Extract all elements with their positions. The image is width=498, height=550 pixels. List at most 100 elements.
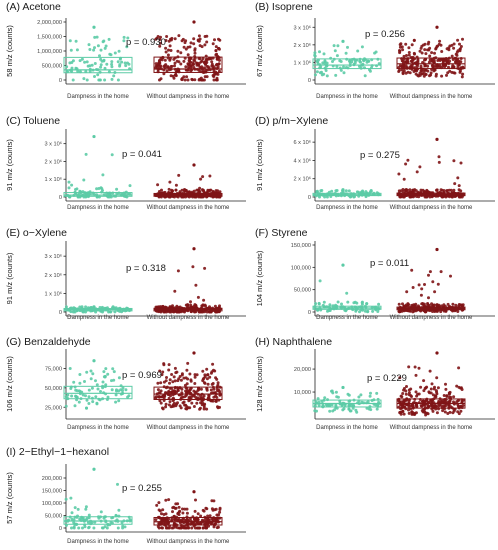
data-point: [77, 400, 81, 404]
data-point: [429, 73, 433, 77]
data-point: [456, 176, 460, 180]
data-point: [359, 60, 362, 64]
data-point: [452, 71, 456, 75]
y-tick-label: 3 x 10⁶: [44, 141, 62, 148]
data-point: [414, 390, 418, 394]
data-point: [397, 302, 401, 306]
y-tick-label: 150,000: [42, 489, 62, 495]
data-point: [318, 50, 321, 54]
data-point: [90, 386, 94, 390]
data-point: [96, 73, 100, 77]
data-point: [171, 510, 174, 514]
data-point: [102, 370, 106, 374]
data-point: [404, 162, 408, 166]
data-point: [189, 57, 192, 61]
data-point: [97, 516, 101, 520]
data-point: [70, 526, 73, 530]
data-point: [93, 75, 96, 78]
data-point: [355, 410, 359, 414]
box-without-dampness: [396, 137, 466, 199]
data-point: [215, 78, 219, 82]
data-point: [209, 388, 213, 392]
data-point: [83, 380, 86, 383]
box-without-dampness: [153, 247, 223, 314]
data-point: [215, 62, 219, 66]
data-point: [191, 265, 195, 269]
data-point: [431, 405, 435, 409]
data-point: [398, 64, 402, 68]
data-point: [177, 505, 181, 509]
data-point: [73, 404, 77, 408]
data-point: [419, 64, 423, 68]
data-point: [70, 511, 74, 515]
data-point: [368, 394, 372, 398]
data-point: [189, 300, 192, 304]
data-point: [422, 379, 426, 383]
data-point: [168, 378, 172, 382]
data-point: [325, 74, 329, 78]
data-point: [169, 49, 173, 52]
x-tick-label: Dampness in the home: [316, 315, 378, 321]
data-point: [315, 409, 318, 413]
data-point: [190, 394, 194, 397]
data-point: [164, 402, 168, 406]
data-point: [316, 397, 320, 401]
data-point: [74, 188, 77, 191]
data-point: [420, 287, 424, 291]
data-point: [188, 372, 192, 376]
data-point: [176, 269, 180, 273]
y-tick-label: 4 x 10⁶: [293, 157, 311, 164]
data-point: [167, 368, 171, 372]
data-point: [90, 63, 94, 67]
data-point: [444, 387, 448, 391]
data-point: [194, 283, 198, 287]
data-point: [449, 395, 453, 399]
data-point: [70, 66, 74, 70]
data-point: [433, 394, 437, 398]
data-point: [408, 71, 412, 75]
data-point: [184, 47, 188, 51]
data-point: [105, 526, 109, 530]
data-point: [208, 375, 212, 379]
data-point: [446, 302, 450, 306]
data-point: [182, 376, 186, 380]
data-point: [117, 49, 121, 53]
data-point: [446, 71, 450, 75]
data-point: [405, 290, 409, 294]
data-point: [87, 395, 91, 399]
y-tick-label: 50,000: [294, 288, 311, 294]
data-point: [91, 400, 95, 404]
data-point: [85, 60, 89, 64]
x-tick-label: Dampness in the home: [67, 315, 129, 321]
data-point: [91, 372, 95, 376]
data-point: [173, 390, 177, 394]
data-point: [164, 379, 168, 383]
data-point: [452, 407, 456, 411]
data-point: [397, 172, 401, 176]
data-point: [414, 373, 418, 377]
data-point: [402, 177, 406, 181]
data-point: [172, 514, 176, 518]
data-point: [398, 376, 402, 380]
data-point: [159, 381, 163, 385]
y-tick-label: 6 x 10⁶: [293, 139, 311, 146]
data-point: [421, 188, 425, 192]
data-point: [176, 49, 180, 53]
data-point: [125, 45, 129, 49]
data-point: [347, 189, 351, 193]
data-point: [404, 71, 408, 75]
data-point: [196, 526, 200, 530]
data-point: [70, 183, 74, 187]
y-tick-label: 2,000,000: [37, 20, 62, 26]
data-point: [325, 195, 329, 199]
data-point: [197, 56, 201, 60]
data-point: [171, 397, 175, 401]
data-point: [168, 381, 171, 385]
data-point: [186, 526, 190, 530]
data-point: [347, 399, 351, 403]
data-point: [322, 52, 326, 56]
data-point: [423, 283, 426, 286]
data-point: [371, 309, 375, 313]
data-point: [158, 395, 162, 399]
data-point: [103, 525, 107, 529]
